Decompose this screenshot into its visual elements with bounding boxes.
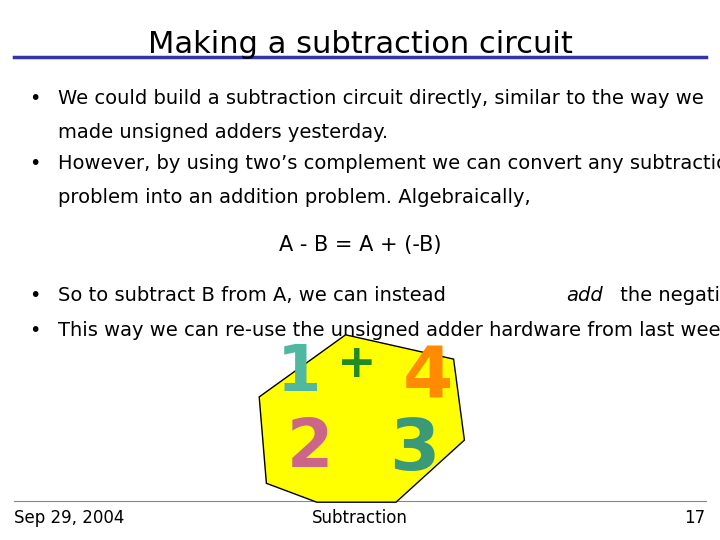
Text: 3: 3 xyxy=(389,416,439,485)
Text: 1: 1 xyxy=(276,342,321,403)
Text: Subtraction: Subtraction xyxy=(312,509,408,526)
Text: +: + xyxy=(336,342,377,387)
Text: A - B = A + (-B): A - B = A + (-B) xyxy=(279,235,441,255)
Text: However, by using two’s complement we can convert any subtraction: However, by using two’s complement we ca… xyxy=(58,154,720,173)
Text: •: • xyxy=(29,286,40,305)
Text: We could build a subtraction circuit directly, similar to the way we: We could build a subtraction circuit dir… xyxy=(58,89,703,108)
Text: problem into an addition problem. Algebraically,: problem into an addition problem. Algebr… xyxy=(58,188,530,207)
Text: •: • xyxy=(29,154,40,173)
Text: add: add xyxy=(566,286,603,305)
Text: •: • xyxy=(29,321,40,340)
Text: Making a subtraction circuit: Making a subtraction circuit xyxy=(148,30,572,59)
Text: 17: 17 xyxy=(685,509,706,526)
Text: •: • xyxy=(29,89,40,108)
Text: 2: 2 xyxy=(287,415,333,481)
Text: So to subtract B from A, we can instead: So to subtract B from A, we can instead xyxy=(58,286,451,305)
Text: made unsigned adders yesterday.: made unsigned adders yesterday. xyxy=(58,123,388,142)
Text: the negation of B to A.: the negation of B to A. xyxy=(613,286,720,305)
Polygon shape xyxy=(259,335,464,502)
Text: Sep 29, 2004: Sep 29, 2004 xyxy=(14,509,125,526)
Text: This way we can re-use the unsigned adder hardware from last week.: This way we can re-use the unsigned adde… xyxy=(58,321,720,340)
Text: 4: 4 xyxy=(403,343,454,413)
